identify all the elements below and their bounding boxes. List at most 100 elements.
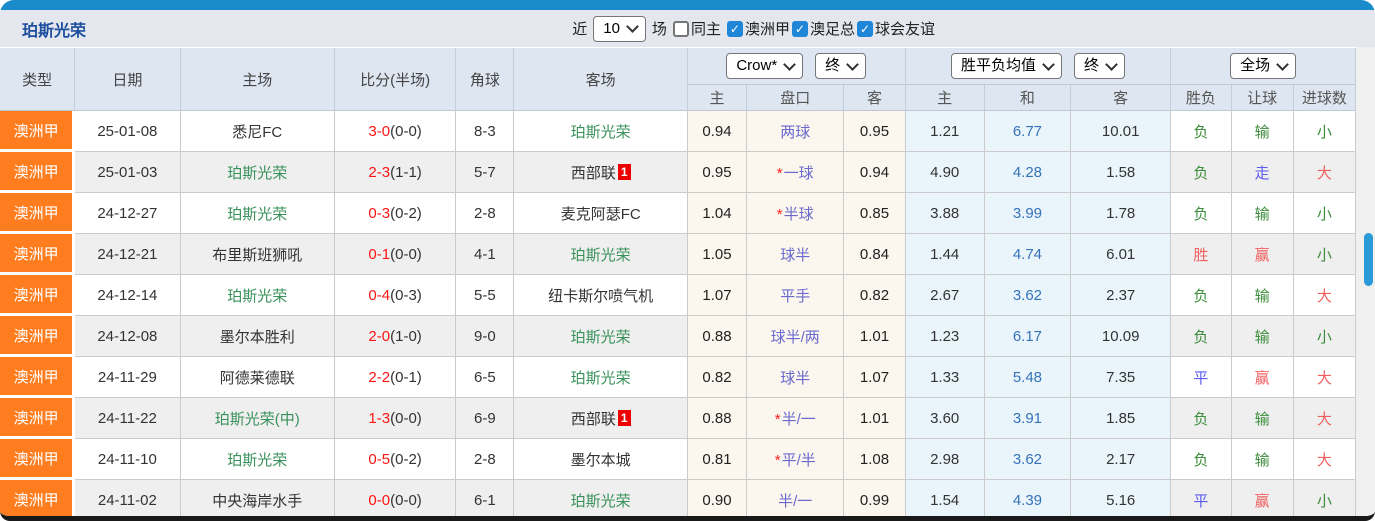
league-cell: 澳洲甲 [0, 398, 76, 439]
odds-company-select[interactable]: Crow* [726, 53, 804, 79]
away-team-cell[interactable]: 珀斯光荣 [514, 316, 688, 357]
score-cell: 2-2(0-1) [334, 357, 457, 398]
rank-badge: 1 [617, 409, 631, 426]
home-team-cell[interactable]: 布里斯班狮吼 [180, 234, 335, 275]
match-row: 澳洲甲 24-12-14 珀斯光荣 0-4(0-3) 5-5 纽卡斯尔喷气机 1.07 平手 0… [0, 275, 1356, 316]
away-team-cell[interactable]: 珀斯光荣 [514, 357, 688, 398]
goals-result-cell: 大 [1293, 275, 1356, 316]
goals-result-cell: 小 [1293, 316, 1356, 357]
away-team-cell[interactable]: 墨尔本城 [514, 439, 688, 480]
mean-away-cell: 1.85 [1071, 398, 1172, 439]
scope-select[interactable]: 全场 [1230, 53, 1297, 79]
mean-home-cell: 1.33 [905, 357, 985, 398]
date-cell: 24-11-10 [75, 439, 181, 480]
recent-count-select[interactable]: 10 [593, 15, 646, 42]
corners-cell: 6-1 [456, 480, 515, 516]
recent-count-value: 10 [603, 19, 620, 37]
match-row: 澳洲甲 24-12-21 布里斯班狮吼 0-1(0-0) 4-1 珀斯光荣 1.05 球半 0.… [0, 234, 1356, 275]
handicap-result-cell: 赢 [1231, 357, 1294, 398]
mean-home-cell: 2.67 [905, 275, 985, 316]
odds-away-cell: 0.84 [844, 234, 906, 275]
goals-result-cell: 大 [1293, 398, 1356, 439]
handicap-result-cell: 输 [1231, 193, 1294, 234]
odds-away-cell: 0.94 [844, 152, 906, 193]
mean-home-cell: 1.23 [905, 316, 985, 357]
league-cell: 澳洲甲 [0, 152, 76, 193]
away-team-cell[interactable]: 西部联 1 [514, 152, 688, 193]
league-cell: 澳洲甲 [0, 480, 76, 516]
league-filter-group: 澳洲甲 澳足总 球会友谊 [726, 18, 935, 39]
mean-home-cell: 3.88 [905, 193, 985, 234]
corners-cell: 9-0 [456, 316, 515, 357]
league-cell: 澳洲甲 [0, 439, 76, 480]
odds-away-cell: 1.08 [844, 439, 906, 480]
sub-header-handicap-result: 让球 [1231, 85, 1294, 111]
match-row: 澳洲甲 24-12-08 墨尔本胜利 2-0(1-0) 9-0 珀斯光荣 0.88 球半/两 1… [0, 316, 1356, 357]
mean-home-cell: 1.44 [905, 234, 985, 275]
matches-table: 类型 日期 主场 比分(半场) 角球 客场 Crow* 终 [0, 48, 1356, 516]
match-row: 澳洲甲 24-11-10 珀斯光荣 0-5(0-2) 2-8 墨尔本城 0.81 *平/半 1.… [0, 439, 1356, 480]
mean-draw-cell: 6.77 [984, 111, 1072, 152]
chevron-down-icon [1276, 57, 1290, 71]
handicap-cell: *平/半 [747, 439, 845, 480]
home-team-cell[interactable]: 珀斯光荣(中) [180, 398, 335, 439]
corners-cell: 2-8 [456, 193, 515, 234]
home-team-cell[interactable]: 珀斯光荣 [180, 152, 335, 193]
mean-home-cell: 4.90 [905, 152, 985, 193]
odds-home-cell: 0.81 [687, 439, 748, 480]
score-cell: 2-3(1-1) [334, 152, 457, 193]
home-team-cell[interactable]: 珀斯光荣 [180, 275, 335, 316]
home-team-cell[interactable]: 阿德莱德联 [180, 357, 335, 398]
match-row: 澳洲甲 24-12-27 珀斯光荣 0-3(0-2) 2-8 麦克阿瑟FC 1.04 *半球 0… [0, 193, 1356, 234]
match-row: 澳洲甲 24-11-22 珀斯光荣(中) 1-3(0-0) 6-9 西部联 1 0.88 *半/… [0, 398, 1356, 439]
score-cell: 0-0(0-0) [334, 480, 457, 516]
odds-away-cell: 0.99 [844, 480, 906, 516]
league-cell: 澳洲甲 [0, 316, 76, 357]
scrollbar-thumb[interactable] [1364, 233, 1373, 286]
score-cell: 1-3(0-0) [334, 398, 457, 439]
filter-controls: 近 10 场 同主 澳洲甲 澳足总 球会友谊 [572, 15, 935, 42]
league-filter-label: 球会友谊 [874, 21, 935, 38]
league-filter-checkbox[interactable] [856, 20, 873, 37]
sub-header-goals: 进球数 [1293, 85, 1356, 111]
handicap-result-cell: 输 [1231, 439, 1294, 480]
mean-home-cell: 2.98 [905, 439, 985, 480]
home-team-cell[interactable]: 中央海岸水手 [180, 480, 335, 516]
home-team-cell[interactable]: 珀斯光荣 [180, 193, 335, 234]
away-team-cell[interactable]: 纽卡斯尔喷气机 [514, 275, 688, 316]
score-cell: 3-0(0-0) [334, 111, 457, 152]
mean-type-select[interactable]: 胜平负均值 [950, 53, 1062, 79]
league-cell: 澳洲甲 [0, 357, 76, 398]
scrollbar-track [1356, 47, 1375, 516]
mean-group-header: 胜平负均值 终 [905, 48, 1172, 85]
col-header-away: 客场 [514, 48, 688, 111]
odds-time-select[interactable]: 终 [815, 53, 867, 79]
outcome-cell: 负 [1171, 439, 1232, 480]
home-team-cell[interactable]: 墨尔本胜利 [180, 316, 335, 357]
mean-time-select[interactable]: 终 [1073, 53, 1125, 79]
away-team-cell[interactable]: 珀斯光荣 [514, 234, 688, 275]
mean-away-cell: 7.35 [1071, 357, 1172, 398]
sub-header-handicap: 盘口 [747, 85, 845, 111]
away-team-cell[interactable]: 麦克阿瑟FC [514, 193, 688, 234]
date-cell: 24-12-08 [75, 316, 181, 357]
mean-draw-cell: 3.99 [984, 193, 1072, 234]
handicap-result-cell: 赢 [1231, 234, 1294, 275]
away-team-cell[interactable]: 珀斯光荣 [514, 480, 688, 516]
same-home-checkbox[interactable] [672, 20, 689, 37]
goals-result-cell: 大 [1293, 439, 1356, 480]
home-team-cell[interactable]: 悉尼FC [180, 111, 335, 152]
away-team-cell[interactable]: 西部联 1 [514, 398, 688, 439]
league-filter-checkbox[interactable] [726, 20, 743, 37]
handicap-result-cell: 输 [1231, 111, 1294, 152]
league-filter-checkbox[interactable] [791, 20, 808, 37]
mean-draw-cell: 4.74 [984, 234, 1072, 275]
mean-away-cell: 5.16 [1071, 480, 1172, 516]
mean-home-cell: 1.21 [905, 111, 985, 152]
handicap-result-cell: 输 [1231, 398, 1294, 439]
away-team-cell[interactable]: 珀斯光荣 [514, 111, 688, 152]
mean-draw-cell: 5.48 [984, 357, 1072, 398]
corners-cell: 8-3 [456, 111, 515, 152]
odds-home-cell: 1.05 [687, 234, 748, 275]
home-team-cell[interactable]: 珀斯光荣 [180, 439, 335, 480]
